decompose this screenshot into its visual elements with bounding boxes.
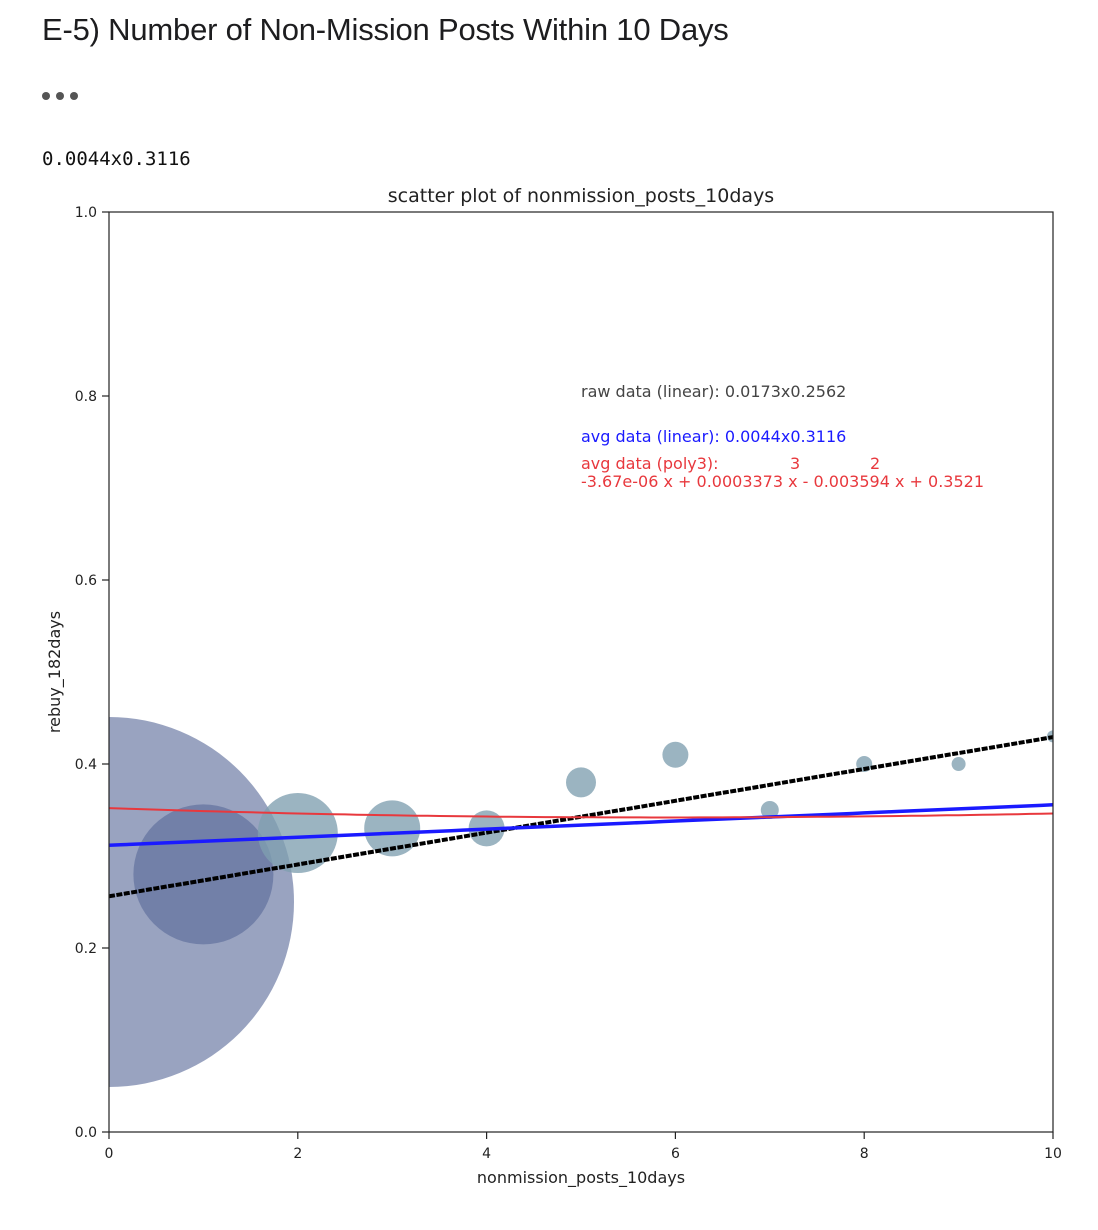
y-tick-label: 0.0 xyxy=(75,1125,97,1141)
chart-title: scatter plot of nonmission_posts_10days xyxy=(388,185,774,207)
annotation-poly-exponent-2: 2 xyxy=(870,454,880,473)
fit-lines-layer xyxy=(109,735,1053,899)
annotation-raw-linear: raw data (linear): 0.0173x0.2562 xyxy=(581,382,846,401)
y-tick-label: 0.4 xyxy=(75,757,97,773)
scatter-point xyxy=(662,741,689,768)
annotation-avg-linear: avg data (linear): 0.0044x0.3116 xyxy=(581,427,846,446)
x-axis-label: nonmission_posts_10days xyxy=(477,1168,685,1188)
scatter-point xyxy=(133,804,274,945)
poly3-fit-line xyxy=(109,807,1053,819)
y-tick-label: 1.0 xyxy=(75,205,97,221)
ellipsis-dot xyxy=(42,92,50,100)
avg-linear-fit-line xyxy=(109,803,1053,848)
y-tick-label: 0.8 xyxy=(75,389,97,405)
scatter-point xyxy=(951,757,966,771)
scatter-chart: 0 2 4 6 8 10 0.0 0.2 0.4 0.6 0.8 1.0 scatter plot o… xyxy=(45,185,1062,1188)
x-tick-label: 2 xyxy=(293,1146,302,1162)
scatter-point xyxy=(566,767,596,798)
annotation-poly-label: avg data (poly3): xyxy=(581,454,719,473)
x-tick-label: 0 xyxy=(105,1146,114,1162)
scatter-point xyxy=(760,801,779,819)
annotation-poly-formula: -3.67e-06 x + 0.0003373 x - 0.003594 x +… xyxy=(581,472,984,491)
cell-output-text: 0.0044x0.3116 xyxy=(42,148,191,170)
plot-frame xyxy=(108,211,1054,1133)
collapsed-cell-ellipsis-icon[interactable] xyxy=(42,92,78,100)
x-tick-label: 4 xyxy=(482,1146,491,1162)
y-axis-label: rebuy_182days xyxy=(45,611,65,733)
x-tick-label: 10 xyxy=(1044,1146,1062,1162)
y-tick-label: 0.2 xyxy=(75,941,97,957)
ellipsis-dot xyxy=(70,92,78,100)
x-tick-label: 6 xyxy=(671,1146,680,1162)
axis-ticks-layer: 0 2 4 6 8 10 0.0 0.2 0.4 0.6 0.8 1.0 xyxy=(75,205,1062,1162)
x-tick-label: 8 xyxy=(860,1146,869,1162)
annotation-poly-exponent-3: 3 xyxy=(790,454,800,473)
page-title: E-5) Number of Non-Mission Posts Within … xyxy=(42,12,729,47)
y-tick-label: 0.6 xyxy=(75,573,97,589)
raw-linear-fit-line xyxy=(109,735,1053,899)
ellipsis-dot xyxy=(56,92,64,100)
